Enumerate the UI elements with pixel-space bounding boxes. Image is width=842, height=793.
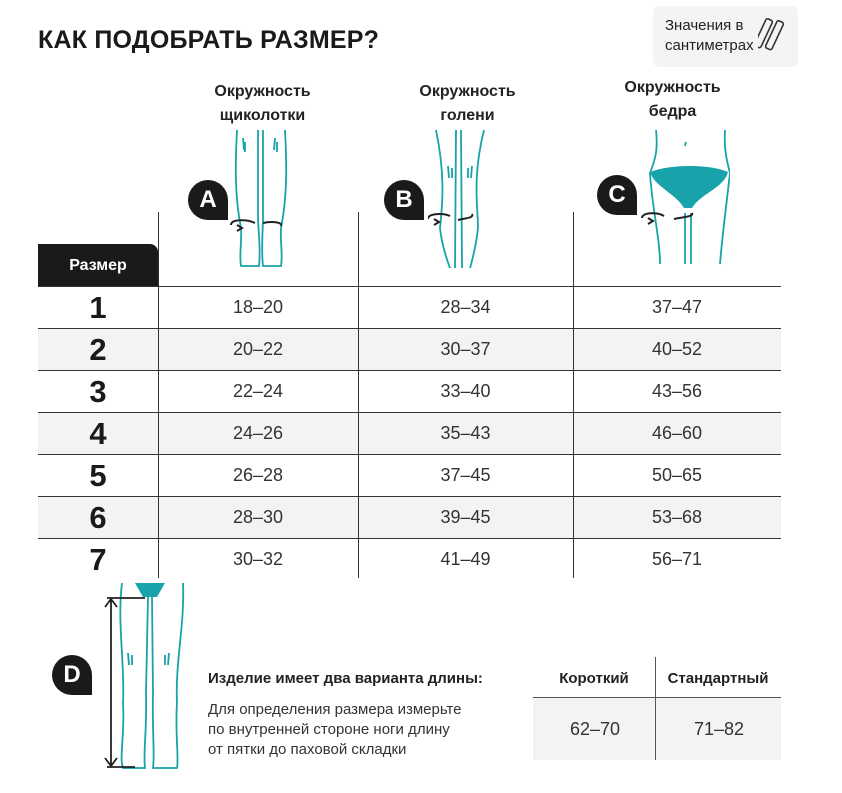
size-header: Размер (38, 244, 158, 286)
table-row: 5 26–28 37–45 50–65 (38, 454, 781, 496)
length-instructions: Для определения размера измерьте по внутр… (208, 701, 462, 758)
thigh-value: 40–52 (651, 339, 703, 359)
calf-value: 37–45 (440, 465, 491, 485)
column-divider (573, 212, 574, 578)
ankle-value: 20–22 (232, 339, 284, 359)
calf-value: 33–40 (440, 381, 491, 401)
thigh-value: 37–47 (651, 297, 703, 317)
thigh-value: 53–68 (651, 507, 703, 527)
calf-value: 35–43 (440, 423, 491, 443)
length-standard-header: Стандартный (667, 670, 769, 687)
ankle-value: 22–24 (232, 381, 284, 401)
leg-length-illustration (104, 583, 185, 769)
size-number: 7 (89, 541, 107, 577)
calf-value: 41–49 (440, 549, 491, 569)
size-number: 1 (89, 289, 107, 325)
column-header-thigh: Окружность бедра (624, 79, 721, 120)
length-divider (655, 657, 656, 760)
column-divider (358, 212, 359, 578)
table-row: 1 18–20 28–34 37–47 (38, 286, 781, 328)
ankle-value: 18–20 (232, 297, 284, 317)
calf-value: 28–34 (440, 297, 491, 317)
badge-d: D (52, 655, 92, 695)
ankle-legs-illustration (230, 129, 288, 267)
calf-value: 30–37 (440, 339, 491, 359)
table-row: 2 20–22 30–37 40–52 (38, 328, 781, 370)
badge-c: C (597, 175, 637, 215)
table-row: 4 24–26 35–43 46–60 (38, 412, 781, 454)
units-line-2: сантиметрах (665, 37, 754, 54)
thigh-value: 43–56 (651, 381, 703, 401)
size-number: 6 (89, 499, 107, 535)
column-header-calf: Окружность голени (419, 83, 516, 124)
size-number: 3 (89, 373, 107, 409)
size-number: 4 (89, 415, 107, 451)
units-note: Значения в сантиметрах (653, 6, 798, 67)
badge-b: B (384, 180, 424, 220)
thigh-value: 50–65 (651, 465, 703, 485)
length-heading: Изделие имеет два варианта длины: (208, 670, 483, 687)
length-short-value: 62–70 (569, 718, 621, 739)
length-short-header: Короткий (559, 670, 629, 687)
table-row: 6 28–30 39–45 53–68 (38, 496, 781, 538)
thigh-value: 56–71 (651, 549, 703, 569)
measuring-tape-icon (758, 17, 784, 51)
table-row: 3 22–24 33–40 43–56 (38, 370, 781, 412)
thigh-value: 46–60 (651, 423, 703, 443)
size-number: 2 (89, 331, 107, 367)
calf-value: 39–45 (440, 507, 491, 527)
calf-legs-illustration (428, 129, 485, 269)
ankle-value: 26–28 (232, 465, 284, 485)
ankle-value: 28–30 (232, 507, 284, 527)
units-line-1: Значения в (665, 17, 744, 34)
page-title: КАК ПОДОБРАТЬ РАЗМЕР? (38, 26, 380, 54)
column-header-ankle: Окружность щиколотки (214, 83, 311, 124)
size-number: 5 (89, 457, 107, 493)
column-divider (158, 212, 159, 578)
badge-a: A (188, 180, 228, 220)
ankle-value: 24–26 (232, 423, 284, 443)
table-row: 7 30–32 41–49 56–71 (38, 538, 781, 580)
ankle-value: 30–32 (232, 549, 284, 569)
thigh-illustration (641, 129, 730, 265)
length-values-row: 62–70 71–82 (533, 697, 781, 760)
length-standard-value: 71–82 (693, 718, 745, 739)
